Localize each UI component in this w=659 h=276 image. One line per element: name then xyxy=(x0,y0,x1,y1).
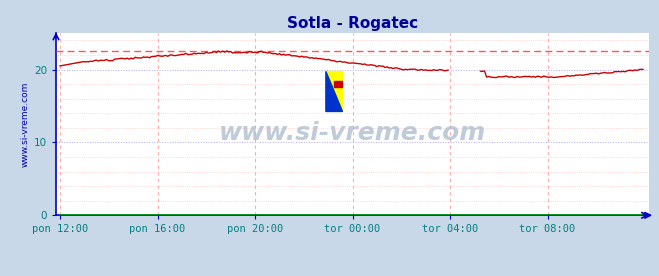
FancyBboxPatch shape xyxy=(334,81,343,87)
Text: www.si-vreme.com: www.si-vreme.com xyxy=(219,121,486,145)
Title: Sotla - Rogatec: Sotla - Rogatec xyxy=(287,15,418,31)
FancyBboxPatch shape xyxy=(326,71,343,112)
Y-axis label: www.si-vreme.com: www.si-vreme.com xyxy=(20,81,30,167)
Polygon shape xyxy=(326,71,343,112)
